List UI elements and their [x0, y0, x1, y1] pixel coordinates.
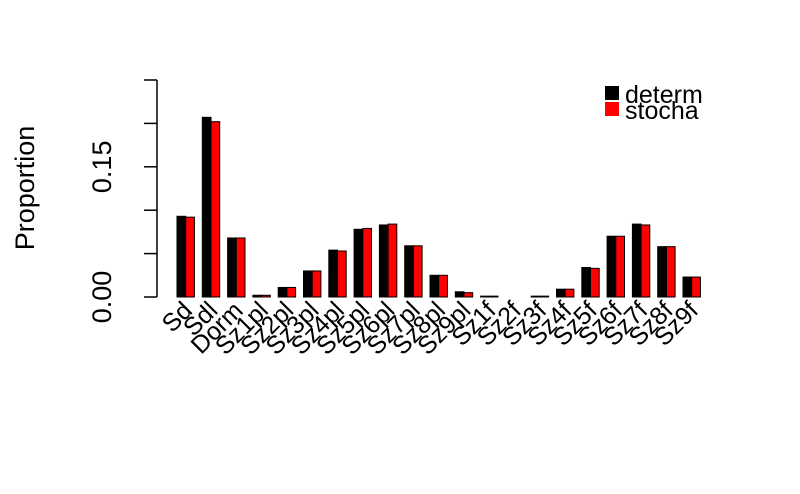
- x-axis-labels: SdSdlDormSz1plSz2plSz3plSz4plSz5plSz6plS…: [157, 296, 704, 360]
- bar-determ-Sz3pl: [303, 270, 313, 298]
- bar-stocha-Sz3pl: [311, 270, 322, 298]
- bar-stocha-Sz6pl: [387, 223, 398, 298]
- bar-stocha-Sz5f: [590, 267, 600, 298]
- bar-determ-Sz7pl: [404, 245, 414, 298]
- legend-label-determ: determ: [625, 81, 703, 109]
- legend-label-stocha: stocha: [625, 97, 699, 125]
- bar-determ-Sz8pl: [429, 274, 440, 298]
- bar-determ-Sz8f: [657, 246, 667, 298]
- bar-determ-Sz5f: [581, 266, 591, 298]
- bars: [176, 116, 701, 298]
- bar-stocha-Sz9pl: [463, 292, 474, 298]
- bar-stocha-Dorm: [235, 237, 246, 298]
- bar-determ-Sd: [176, 215, 187, 298]
- bar-stocha-Sz3f: [539, 295, 550, 298]
- bar-determ-Sz5pl: [353, 228, 364, 298]
- bar-stocha-Sz6f: [615, 235, 625, 298]
- y-axis-title: Proportion: [10, 126, 40, 251]
- bar-determ-Dorm: [227, 237, 237, 298]
- bar-stocha-Sz1pl: [261, 294, 271, 298]
- bar-stocha-Sz5pl: [362, 227, 372, 298]
- bar-stocha-Sz8pl: [438, 274, 448, 298]
- legend-swatch-determ: [605, 86, 619, 100]
- bar-determ-Sz4f: [556, 288, 566, 298]
- bar-determ-Sz2pl: [277, 286, 288, 298]
- y-axis: 0.00 0.15: [87, 79, 158, 324]
- y-tick-label-3: 0.15: [87, 141, 117, 194]
- bar-stocha-Sz4pl: [337, 250, 347, 298]
- bar-stocha-Sz8f: [665, 246, 676, 298]
- bar-determ-Sdl: [201, 116, 212, 298]
- bar-stocha-Sz4f: [564, 288, 575, 298]
- bar-stocha-Sz7f: [640, 224, 651, 298]
- bar-determ-Sz9pl: [454, 291, 465, 298]
- bar-stocha-Sz7pl: [412, 245, 423, 298]
- y-tick-label-0: 0.00: [87, 271, 117, 324]
- bar-stocha-Sz2pl: [286, 286, 297, 298]
- bar-stocha-Sd: [185, 216, 195, 298]
- bar-determ-Sz7f: [631, 223, 642, 298]
- bar-determ-Sz9f: [682, 276, 693, 298]
- bar-stocha-Sz1f: [488, 295, 499, 298]
- bar-determ-Sz6pl: [378, 224, 389, 298]
- bar-stocha-Sdl: [210, 121, 221, 298]
- bar-determ-Sz6f: [606, 235, 617, 298]
- legend-swatch-stocha: [605, 102, 619, 116]
- bar-determ-Sz4pl: [328, 249, 338, 298]
- bar-stocha-Sz9f: [691, 276, 701, 298]
